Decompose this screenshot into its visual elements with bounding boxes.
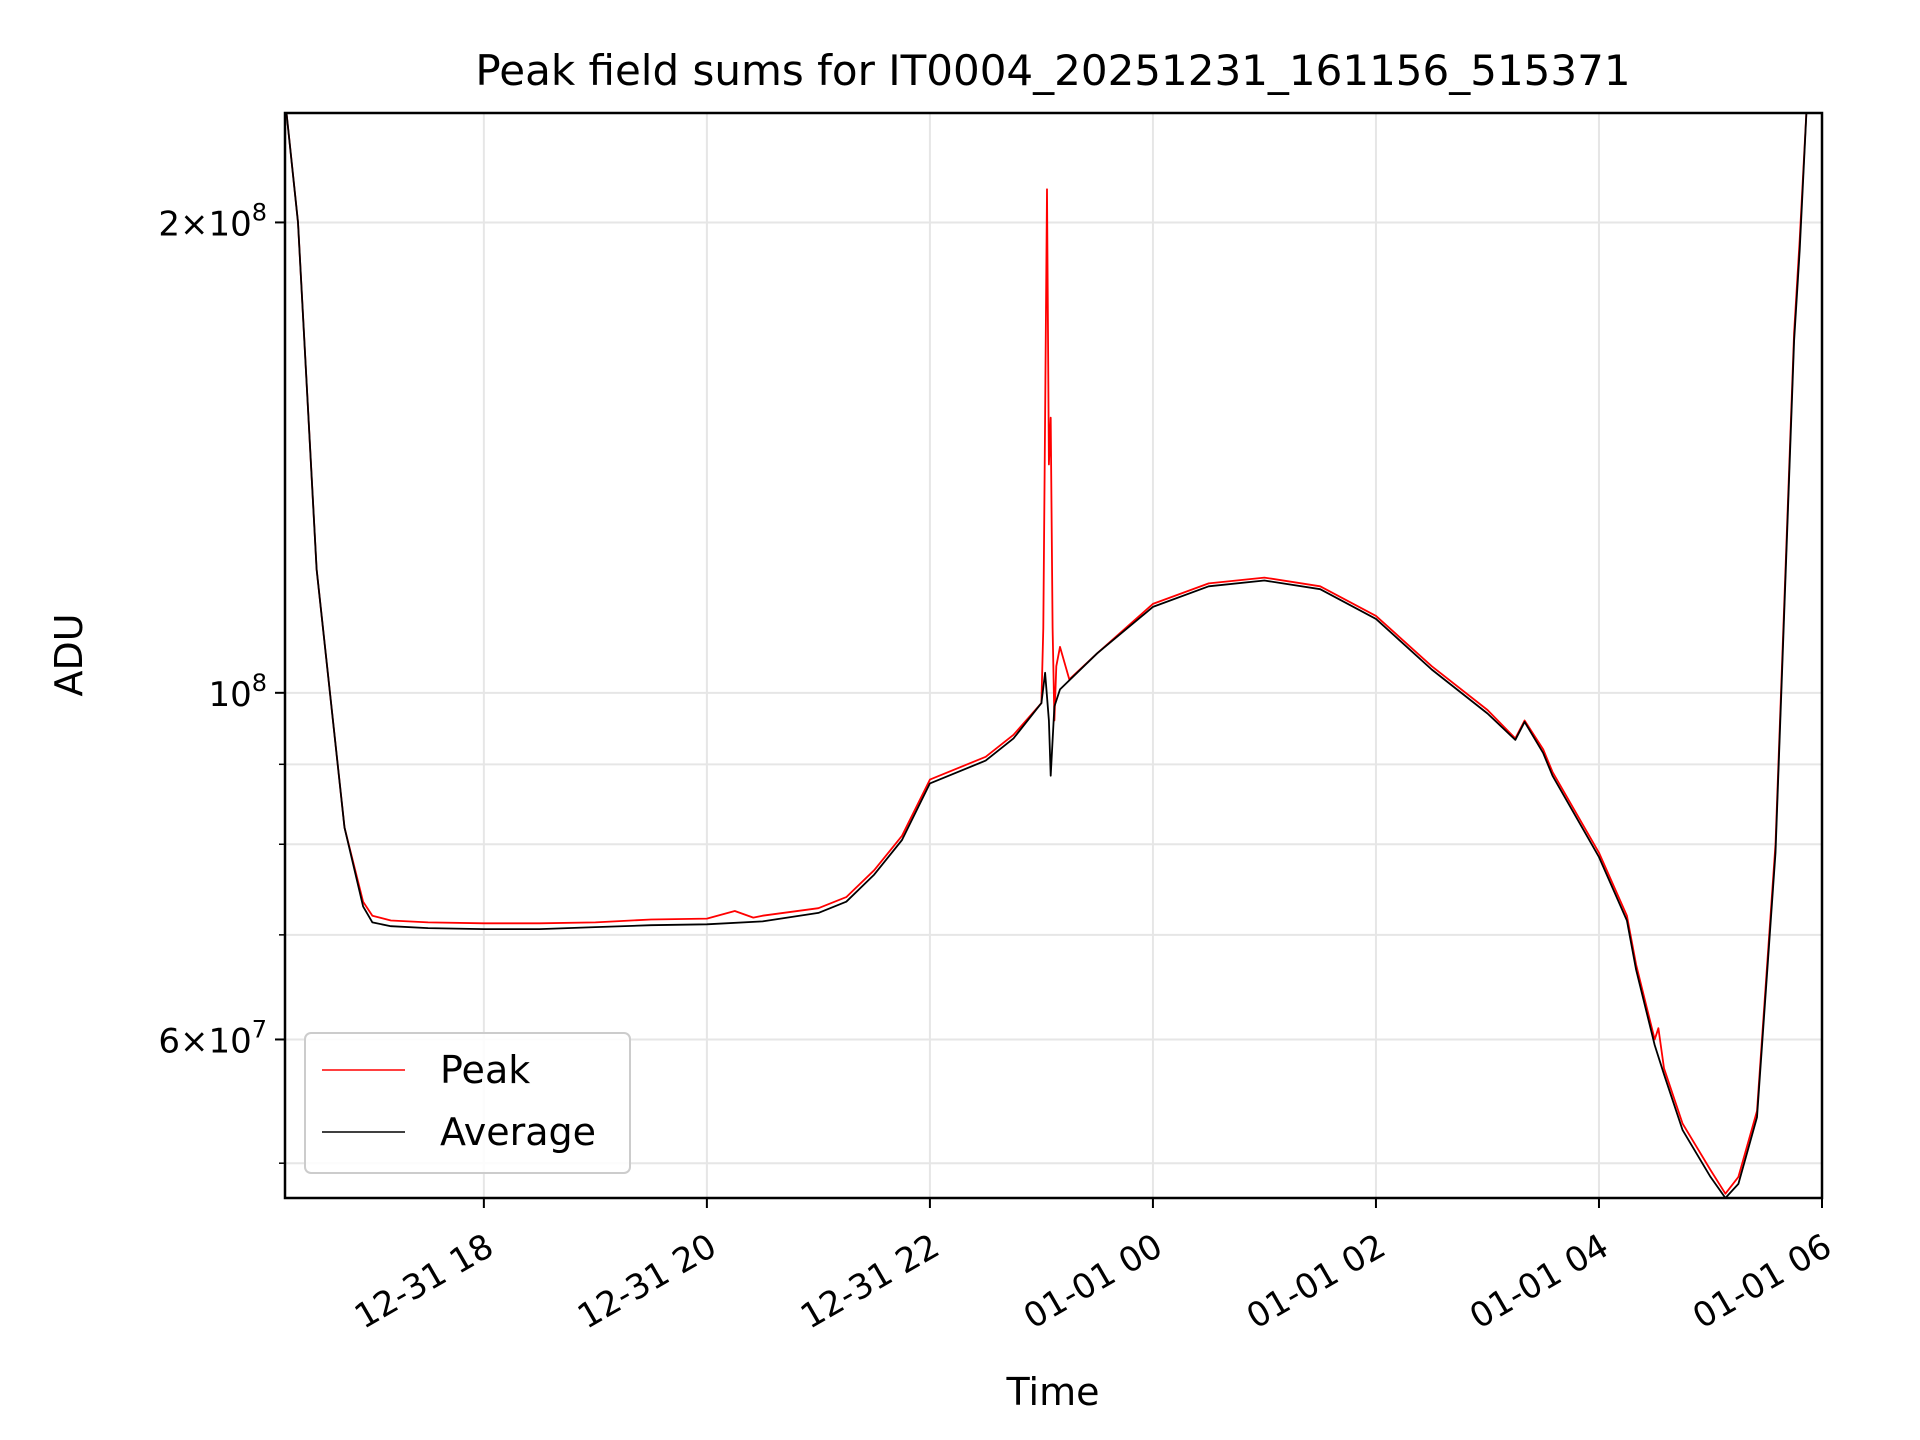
y-tick-label: 108 [208, 669, 267, 715]
y-tick-mantissa: 2 [158, 204, 180, 244]
y-tick-exponent: 8 [252, 198, 267, 226]
plot-frame [283, 111, 1824, 1200]
chart-title: Peak field sums for IT0004_20251231_1611… [475, 46, 1630, 95]
y-tick-label: 6×107 [158, 1015, 267, 1061]
y-tick-exponent: 7 [252, 1015, 267, 1043]
y-tick-times-sign: × [180, 1021, 209, 1061]
y-tick-base: 10 [208, 204, 251, 244]
legend-label-average: Average [440, 1110, 596, 1154]
legend-box [304, 1032, 631, 1174]
y-tick-label: 2×108 [158, 198, 267, 244]
y-axis-label: ADU [47, 613, 91, 696]
legend-label-peak: Peak [440, 1048, 530, 1092]
series-group [285, 113, 1808, 1198]
y-tick-base: 10 [208, 675, 251, 715]
x-axis-label: Time [1006, 1370, 1100, 1414]
y-tick-base: 10 [208, 1021, 251, 1061]
y-tick-exponent: 8 [252, 669, 267, 697]
legend: Peak Average [304, 1032, 631, 1174]
y-tick-mantissa: 6 [158, 1021, 180, 1061]
series-line-average [285, 113, 1808, 1198]
y-tick-times-sign: × [180, 204, 209, 244]
